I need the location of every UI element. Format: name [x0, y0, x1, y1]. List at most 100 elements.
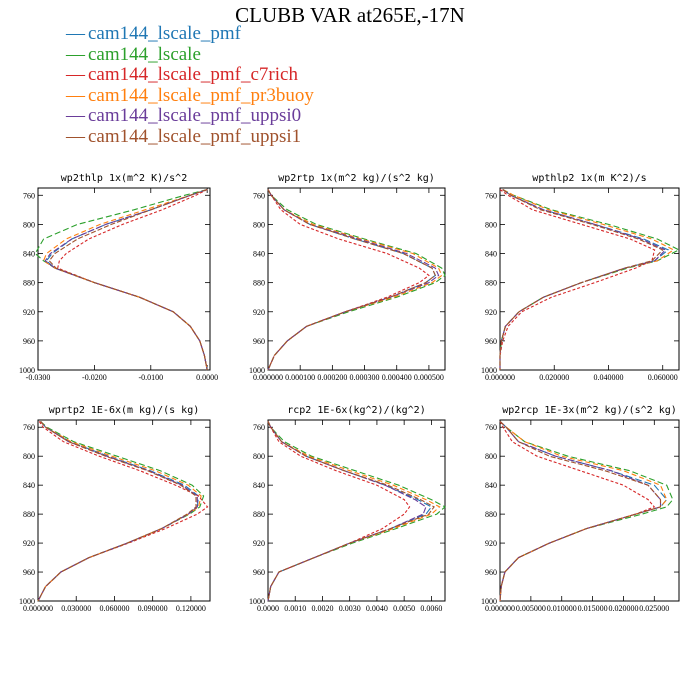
y-tick-label: 840 [23, 481, 35, 490]
x-tick-label: 0.0060 [420, 604, 442, 613]
y-tick-label: 960 [23, 568, 35, 577]
y-tick-label: 760 [253, 423, 265, 432]
y-tick-label: 840 [485, 481, 497, 490]
x-tick-label: 0.000500 [414, 373, 444, 382]
series-line [37, 421, 202, 602]
legend-label: cam144_lscale_pmf_pr3buoy [88, 84, 314, 106]
y-tick-label: 880 [253, 510, 265, 519]
y-tick-label: 840 [253, 481, 265, 490]
x-tick-label: 0.060000 [99, 604, 129, 613]
series-line [267, 421, 427, 602]
plot-frame [267, 187, 446, 371]
panel-title: wp2rcp 1E-3x(m^2 kg)/(s^2 kg) [502, 405, 677, 416]
x-tick-label: 0.090000 [138, 604, 168, 613]
series-line [267, 421, 411, 602]
y-tick-label: 920 [253, 308, 265, 317]
series-line [267, 189, 436, 371]
legend-swatch: — [66, 105, 85, 127]
series-line [267, 189, 436, 371]
profile-panel: wpthlp2 1x(m K^2)/s 760 800 840 880 920 960 100… [481, 173, 681, 382]
legend-label: cam144_lscale [88, 43, 201, 65]
y-tick-label: 920 [485, 539, 497, 548]
series-line [499, 420, 668, 602]
x-tick-label: 0.000400 [382, 373, 412, 382]
y-tick-label: 840 [485, 250, 497, 259]
y-tick-label: 1000 [249, 366, 265, 375]
x-tick-label: 0.000000 [23, 604, 53, 613]
y-tick-label: 960 [485, 568, 497, 577]
legend-swatch: — [66, 84, 85, 106]
legend-item: — cam144_lscale_pmf_uppsi0 [66, 105, 314, 127]
x-tick-label: -0.0300 [26, 373, 51, 382]
profile-panel: rcp2 1E-6x(kg^2)/(kg^2) 760 800 840 880 920 96… [249, 405, 446, 613]
panel-title: wprtp2 1E-6x(m kg)/(s kg) [49, 405, 200, 416]
y-tick-label: 960 [253, 337, 265, 346]
y-tick-label: 800 [23, 220, 35, 229]
y-tick-label: 920 [23, 539, 35, 548]
x-tick-label: 0.025000 [639, 604, 669, 613]
profile-panel: wp2rtp 1x(m^2 kg)/(s^2 kg) 760 800 840 880 92… [249, 173, 446, 382]
y-tick-label: 880 [253, 279, 265, 288]
x-tick-label: 0.0050 [393, 604, 415, 613]
series-line [34, 188, 208, 371]
series-line [499, 421, 656, 602]
series-line [44, 188, 208, 371]
legend-swatch: — [66, 23, 85, 45]
legend-item: — cam144_lscale_pmf [66, 23, 314, 45]
x-tick-label: 0.005000 [516, 604, 546, 613]
series-line [499, 420, 662, 602]
y-tick-label: 800 [23, 452, 35, 461]
panel-title: wpthlp2 1x(m K^2)/s [532, 173, 646, 184]
panel-title: wp2rtp 1x(m^2 kg)/(s^2 kg) [278, 173, 435, 184]
series-line [267, 189, 446, 371]
legend-swatch: — [66, 125, 85, 147]
series-line [37, 421, 198, 602]
y-tick-label: 920 [485, 308, 497, 317]
series-line [499, 189, 656, 370]
y-tick-label: 920 [253, 539, 265, 548]
plot-frame [37, 419, 211, 602]
y-tick-label: 880 [23, 510, 35, 519]
profile-panel: wprtp2 1E-6x(m kg)/(s kg) 760 800 840 880 920… [19, 405, 211, 613]
legend-item: — cam144_lscale_pmf_pr3buoy [66, 84, 314, 107]
x-tick-label: 0.000000 [253, 373, 283, 382]
legend-label: cam144_lscale_pmf_uppsi1 [88, 125, 302, 147]
x-tick-label: -0.0200 [82, 373, 107, 382]
legend-label: cam144_lscale_pmf_c7rich [88, 64, 298, 86]
y-tick-label: 800 [253, 220, 265, 229]
legend-item: — cam144_lscale [66, 43, 314, 66]
series-line [42, 188, 208, 371]
y-tick-label: 760 [253, 191, 265, 200]
x-tick-label: 0.000000 [485, 604, 515, 613]
x-tick-label: 0.030000 [61, 604, 91, 613]
legend-item: — cam144_lscale_pmf_uppsi1 [66, 125, 314, 148]
series-line [267, 189, 430, 371]
y-tick-label: 760 [23, 191, 35, 200]
y-tick-label: 1000 [19, 366, 35, 375]
y-tick-label: 800 [485, 452, 497, 461]
x-tick-label: 0.020000 [539, 373, 569, 382]
x-tick-label: 0.000300 [350, 373, 380, 382]
y-tick-label: 1000 [19, 597, 35, 606]
y-tick-label: 880 [485, 279, 497, 288]
series-line [499, 420, 668, 602]
figure-title: CLUBB VAR at265E,-17N [235, 3, 465, 27]
x-tick-label: 0.0030 [339, 604, 361, 613]
y-tick-label: 880 [23, 279, 35, 288]
x-tick-label: 0.120000 [176, 604, 206, 613]
series-line [499, 189, 670, 370]
x-tick-label: 0.020000 [608, 604, 638, 613]
x-tick-label: 0.000000 [485, 373, 515, 382]
series-line [37, 421, 200, 602]
x-tick-label: 0.040000 [593, 373, 623, 382]
series-line [499, 189, 675, 370]
x-tick-label: 0.000100 [285, 373, 315, 382]
legend-swatch: — [66, 64, 85, 86]
series-line [267, 421, 435, 602]
series-line [37, 421, 197, 602]
y-tick-label: 880 [485, 510, 497, 519]
series-line [499, 189, 664, 370]
x-tick-label: 0.0000 [257, 604, 279, 613]
legend-label: cam144_lscale_pmf_uppsi0 [88, 105, 302, 127]
y-tick-label: 960 [485, 337, 497, 346]
